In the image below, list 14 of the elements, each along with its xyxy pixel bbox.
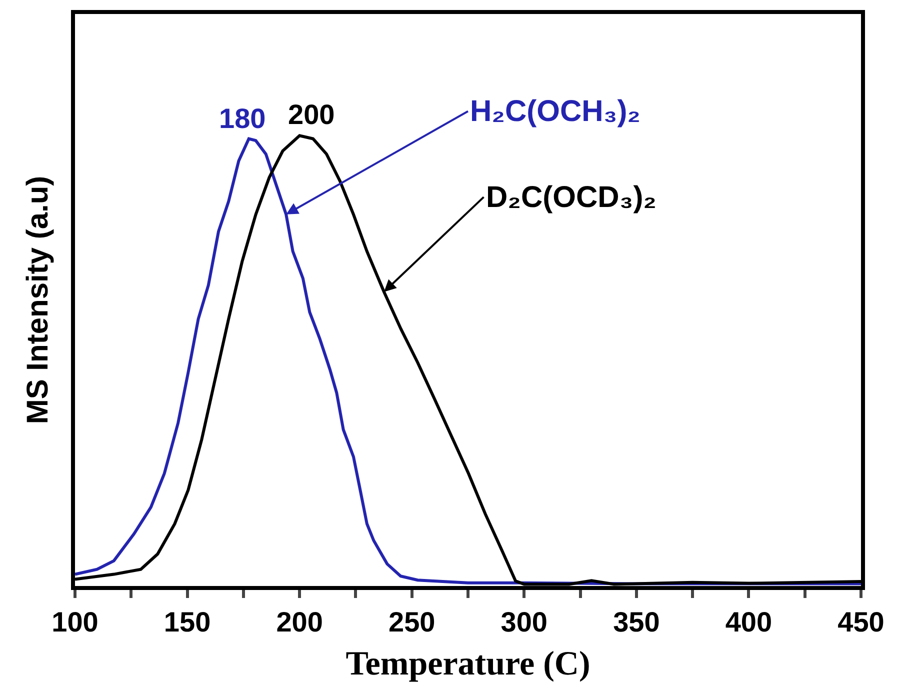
x-tick-label: 450 — [838, 606, 884, 638]
x-tick-label: 300 — [500, 606, 548, 638]
text: H₂C(OCH₃)₂ — [470, 95, 641, 128]
text: D₂C(OCD₃)₂ — [486, 181, 657, 214]
annotation: 200 — [288, 99, 335, 130]
y-axis-title: MS Intensity (a.u) — [22, 176, 54, 424]
x-tick-label: 250 — [388, 606, 436, 638]
annotation: 180 — [219, 103, 266, 134]
x-tick-label: 100 — [52, 606, 98, 638]
x-tick-label: 400 — [725, 606, 772, 638]
x-tick-label: 150 — [164, 606, 211, 638]
x-tick-label: 200 — [276, 606, 323, 638]
x-axis-title: Temperature (C) — [346, 645, 590, 682]
x-tick-label: 350 — [613, 606, 660, 638]
